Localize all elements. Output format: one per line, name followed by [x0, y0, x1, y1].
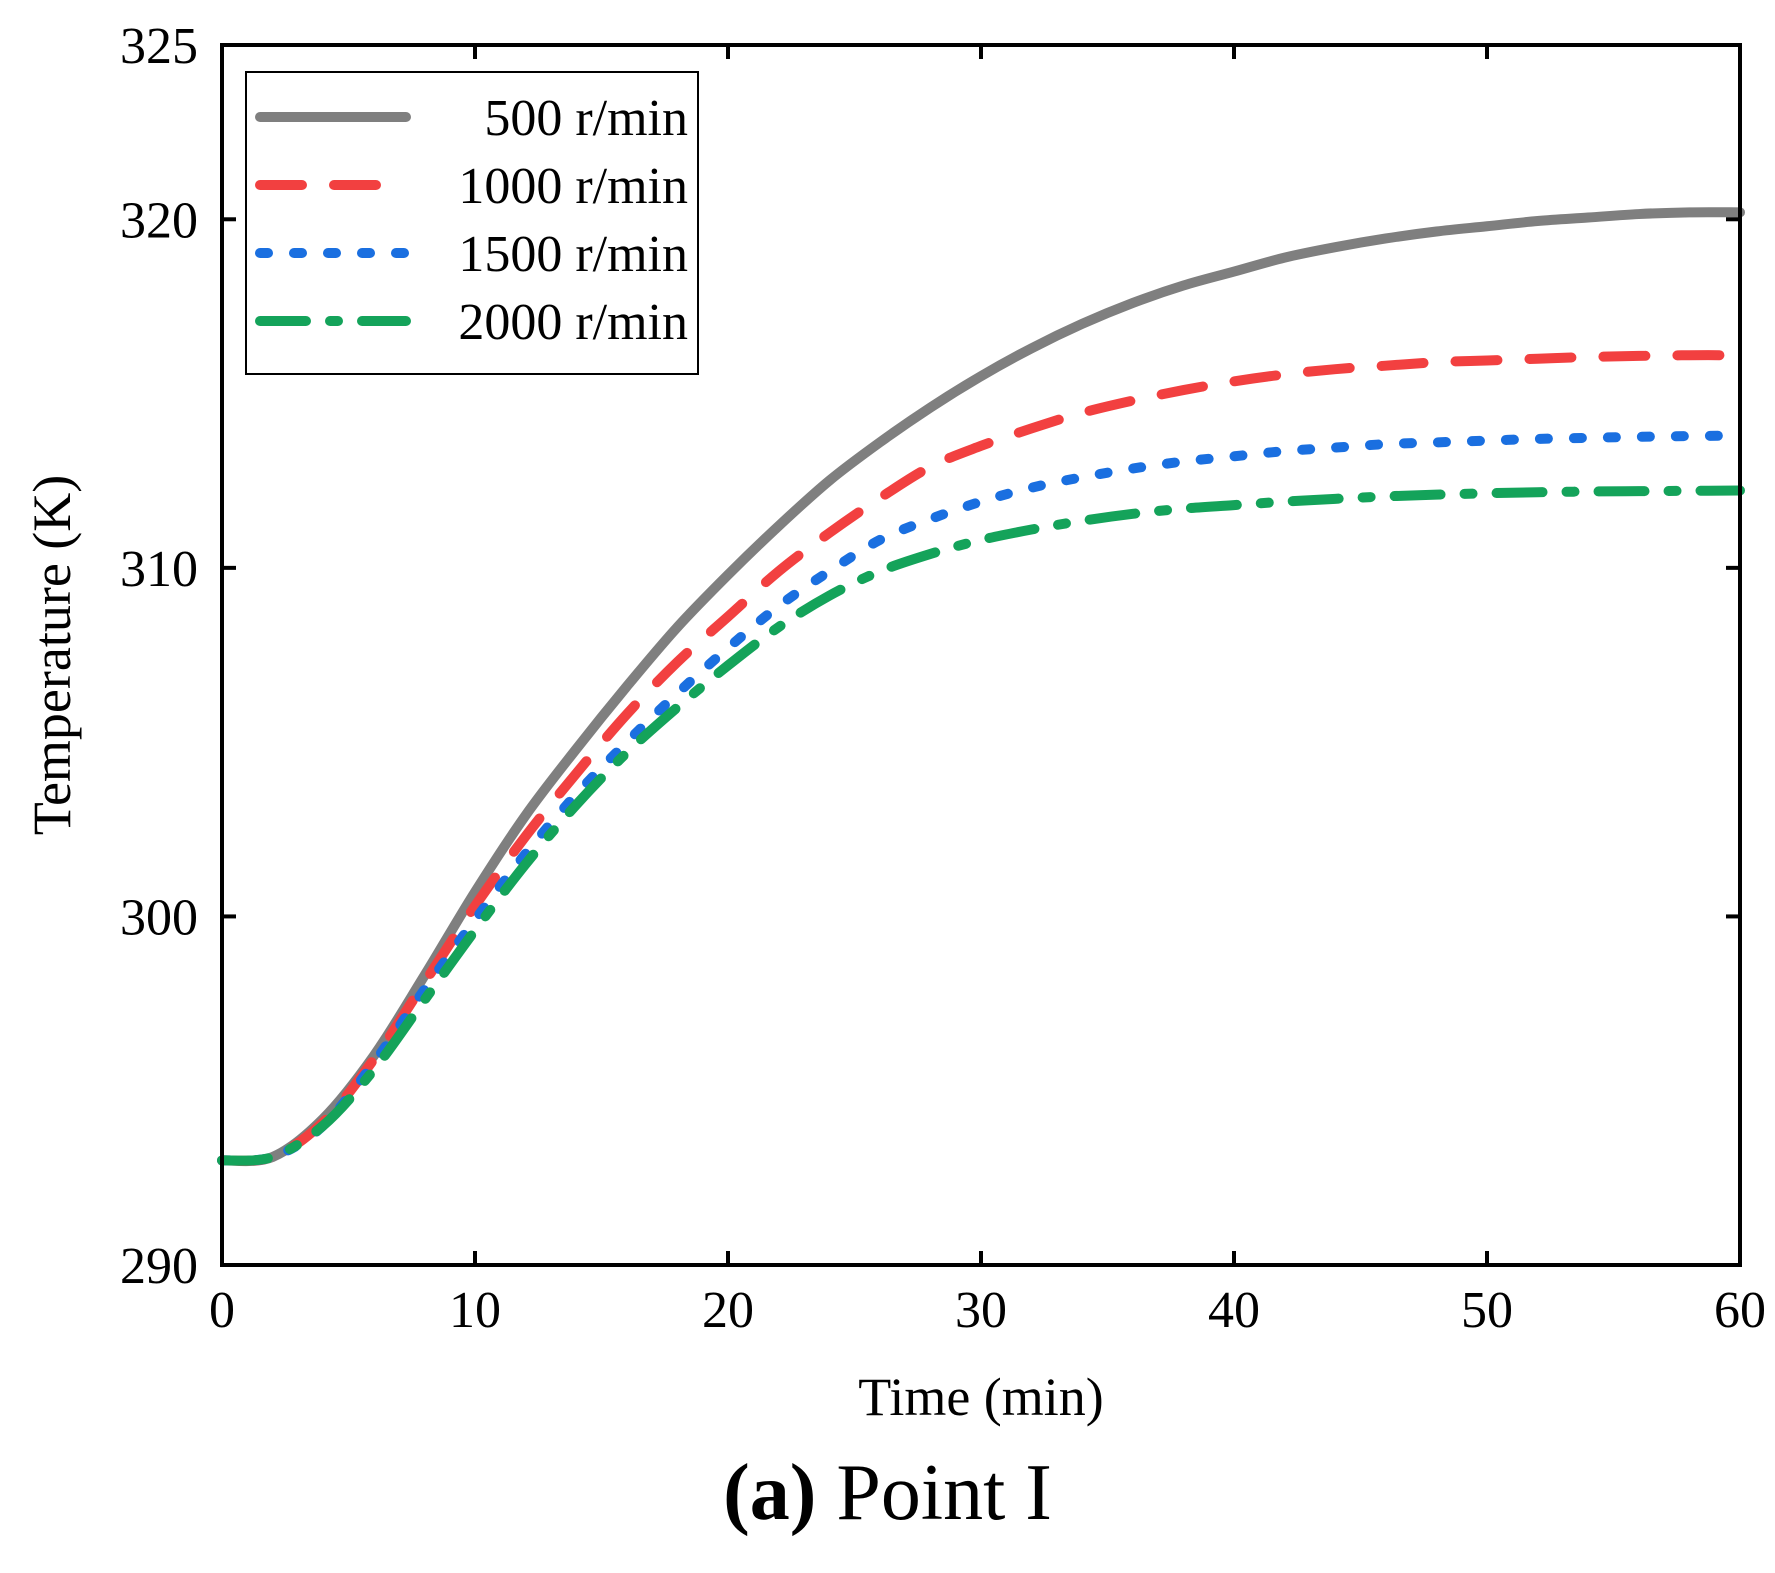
legend-label-4: 2000 r/min [458, 294, 688, 351]
x-tick-label: 60 [1714, 1282, 1766, 1339]
y-tick-label: 310 [120, 541, 198, 598]
x-tick-label: 0 [209, 1282, 235, 1339]
legend-label-3: 1500 r/min [458, 226, 688, 283]
legend-label-2: 1000 r/min [458, 158, 688, 215]
legend-box [245, 71, 699, 375]
y-tick-label: 325 [120, 18, 198, 75]
x-tick-label: 20 [702, 1282, 754, 1339]
y-tick-label: 320 [120, 192, 198, 249]
x-axis-title: Time (min) [858, 1367, 1104, 1427]
series-line-2 [217, 350, 1745, 1166]
figure-caption: (a) Point I [0, 1448, 1775, 1539]
x-tick-label: 30 [955, 1282, 1007, 1339]
tick-labels-group: 0 10 20 30 40 50 60 290 300 310 320 325 [120, 18, 1766, 1339]
caption-text: Point I [816, 1449, 1052, 1537]
y-axis-title: Temperature (K) [22, 475, 82, 836]
y-tick-label: 290 [120, 1238, 198, 1295]
x-tick-label: 40 [1208, 1282, 1260, 1339]
legend-label-1: 500 r/min [484, 90, 688, 147]
x-tick-label: 10 [449, 1282, 501, 1339]
series-line-1 [217, 207, 1745, 1167]
legend: 500 r/min 1000 r/min 1500 r/min 2000 r/min [245, 71, 699, 375]
x-tick-label: 50 [1461, 1282, 1513, 1339]
y-tick-label: 300 [120, 889, 198, 946]
plot-series-group [217, 207, 1745, 1167]
axis-ticks-group [220, 43, 1742, 1267]
series-line-4 [217, 485, 1745, 1166]
series-line-3 [217, 430, 1745, 1166]
caption-label: (a) [723, 1449, 817, 1537]
